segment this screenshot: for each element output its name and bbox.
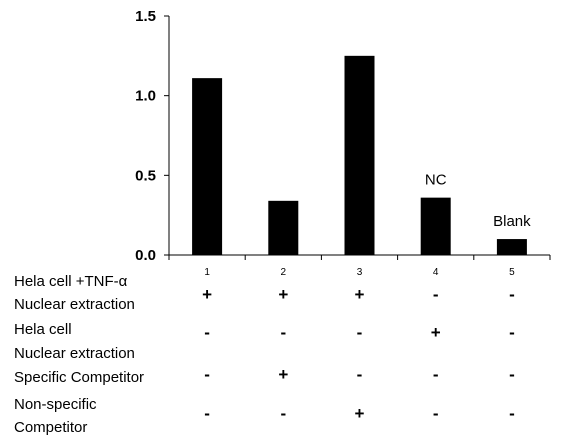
condition-sign: - <box>433 365 439 384</box>
x-tick-label: 3 <box>357 267 363 278</box>
condition-sign: - <box>509 285 515 304</box>
condition-row-label: Competitor <box>14 419 87 436</box>
x-tick-label: 2 <box>281 267 287 278</box>
condition-sign: + <box>278 285 288 304</box>
condition-row-label: Nuclear extraction <box>14 345 135 362</box>
condition-sign: + <box>355 404 365 423</box>
bar <box>496 239 527 255</box>
conditions-table: Hela cell +TNF-α Nuclear extraction + + + - - H… <box>14 273 515 436</box>
condition-sign: - <box>357 323 363 342</box>
condition-sign: - <box>280 404 286 423</box>
annotations: NC Blank <box>425 172 531 230</box>
condition-sign: + <box>431 323 441 342</box>
condition-sign: - <box>357 365 363 384</box>
condition-sign: + <box>355 285 365 304</box>
condition-row-label: Nuclear extraction <box>14 296 135 313</box>
condition-row-label: Specific Competitor <box>14 369 144 386</box>
y-tick-label: 0.5 <box>135 167 156 184</box>
condition-sign: - <box>509 323 515 342</box>
condition-sign: + <box>278 365 288 384</box>
bar-annotation: NC <box>425 172 447 189</box>
y-tick-label: 1.0 <box>135 88 156 105</box>
bar <box>420 197 451 255</box>
condition-row-label: Hela cell <box>14 321 72 338</box>
y-tick-label: 0.0 <box>135 247 156 264</box>
bar <box>192 78 223 255</box>
condition-sign: - <box>433 404 439 423</box>
condition-sign: - <box>509 404 515 423</box>
x-tick-label: 4 <box>433 267 439 278</box>
condition-sign: - <box>204 404 210 423</box>
condition-row-label: Non-specific <box>14 396 97 413</box>
condition-sign: + <box>202 285 212 304</box>
condition-sign: - <box>280 323 286 342</box>
bars <box>192 55 527 256</box>
condition-row-label: Hela cell +TNF-α <box>14 273 128 290</box>
bar <box>268 200 299 255</box>
condition-sign: - <box>433 285 439 304</box>
bar <box>344 55 375 256</box>
x-tick-label: 5 <box>509 267 515 278</box>
x-tick-label: 1 <box>204 267 210 278</box>
condition-sign: - <box>204 323 210 342</box>
condition-sign: - <box>509 365 515 384</box>
bar-annotation: Blank <box>493 213 531 230</box>
condition-sign: - <box>204 365 210 384</box>
y-tick-label: 1.5 <box>135 8 156 25</box>
tick-labels: 0.0 0.5 1.0 1.5 1 2 3 4 5 <box>135 8 515 278</box>
